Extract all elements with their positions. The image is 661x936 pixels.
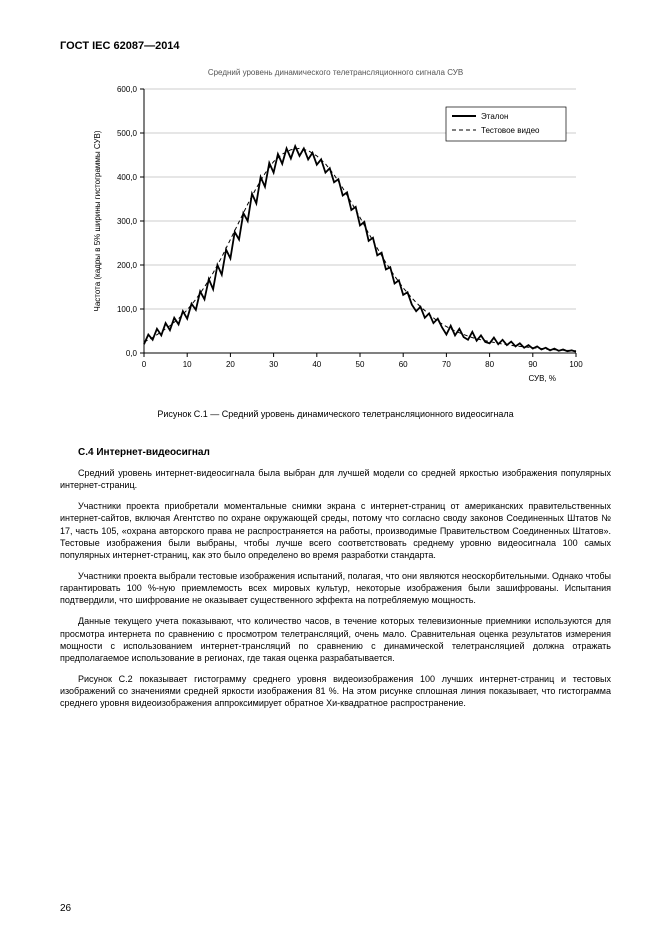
svg-text:Эталон: Эталон — [481, 112, 508, 121]
svg-text:0,0: 0,0 — [125, 349, 137, 358]
paragraph-5: Рисунок С.2 показывает гистограмму средн… — [60, 673, 611, 709]
chart-container: 0,0 100,0 200,0 300,0 400,0 500,0 600,0 0 10 20 30… — [86, 81, 586, 391]
doc-header: ГОСТ IEC 62087—2014 — [60, 40, 611, 52]
svg-text:0: 0 — [141, 360, 146, 369]
line-chart: 0,0 100,0 200,0 300,0 400,0 500,0 600,0 0 10 20 30… — [86, 81, 586, 391]
svg-text:Тестовое видео: Тестовое видео — [481, 126, 540, 135]
svg-text:Частота (кадры в 5% ширины гис: Частота (кадры в 5% ширины гистограммы С… — [93, 130, 102, 311]
paragraph-4: Данные текущего учета показывают, что ко… — [60, 615, 611, 664]
svg-text:50: 50 — [355, 360, 364, 369]
svg-text:70: 70 — [441, 360, 450, 369]
paragraph-1: Средний уровень интернет-видеосигнала бы… — [60, 467, 611, 491]
svg-text:60: 60 — [398, 360, 407, 369]
page-number: 26 — [60, 903, 71, 914]
svg-text:СУВ, %: СУВ, % — [528, 374, 556, 383]
chart-title: Средний уровень динамического телетрансл… — [60, 68, 611, 77]
svg-text:20: 20 — [225, 360, 234, 369]
section-title: С.4 Интернет-видеосигнал — [78, 447, 611, 458]
svg-text:100,0: 100,0 — [116, 305, 137, 314]
svg-text:10: 10 — [182, 360, 191, 369]
svg-text:200,0: 200,0 — [116, 261, 137, 270]
svg-text:80: 80 — [485, 360, 494, 369]
svg-text:400,0: 400,0 — [116, 173, 137, 182]
svg-text:600,0: 600,0 — [116, 85, 137, 94]
svg-text:100: 100 — [569, 360, 583, 369]
svg-text:30: 30 — [269, 360, 278, 369]
svg-text:300,0: 300,0 — [116, 217, 137, 226]
svg-text:40: 40 — [312, 360, 321, 369]
paragraph-2: Участники проекта приобретали моментальн… — [60, 500, 611, 561]
svg-text:90: 90 — [528, 360, 537, 369]
paragraph-3: Участники проекта выбрали тестовые изобр… — [60, 570, 611, 606]
svg-text:500,0: 500,0 — [116, 129, 137, 138]
figure-caption: Рисунок С.1 — Средний уровень динамическ… — [60, 409, 611, 419]
